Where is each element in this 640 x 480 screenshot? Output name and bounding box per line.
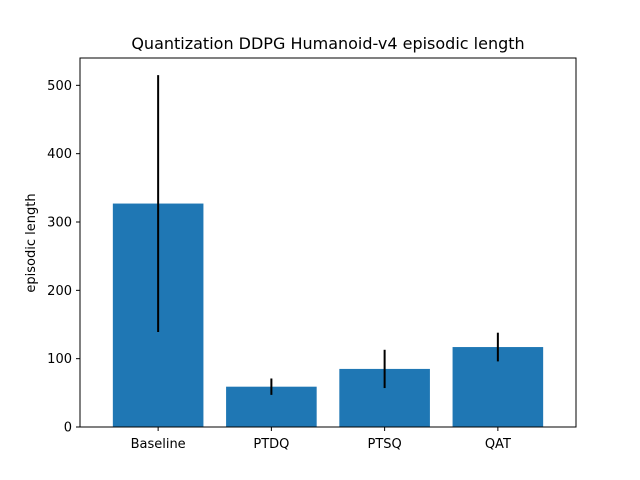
x-tick-label: Baseline [131,437,186,452]
chart-title: Quantization DDPG Humanoid-v4 episodic l… [131,34,524,53]
y-axis: 0 100 200 300 400 500 [47,79,80,436]
error-bars-group [157,75,499,395]
y-tick-label: 500 [47,79,72,94]
y-axis-label: episodic length [24,193,39,292]
x-tick-label: PTSQ [367,437,401,452]
y-tick-label: 100 [47,352,72,367]
x-tick-label: QAT [485,437,511,452]
plot-frame [79,57,577,428]
y-tick-label: 0 [64,421,72,436]
x-axis: Baseline PTDQ PTSQ QAT [131,427,511,452]
y-tick-label: 400 [47,147,72,162]
x-tick-label: PTDQ [253,437,289,452]
y-tick-label: 300 [47,216,72,231]
y-tick-label: 200 [47,284,72,299]
